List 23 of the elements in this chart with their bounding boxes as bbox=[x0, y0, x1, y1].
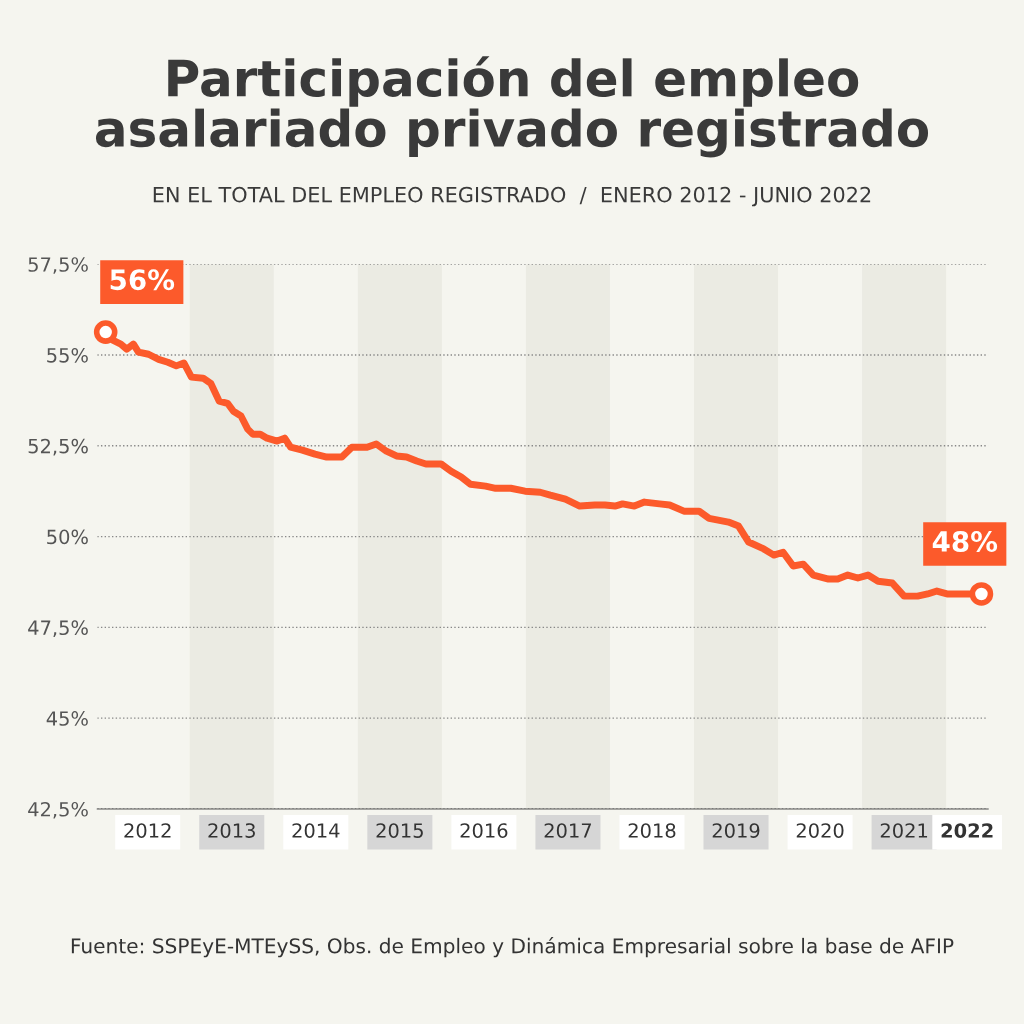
x-tick-label: 2015 bbox=[376, 823, 423, 838]
y-tick-label: 45% bbox=[46, 711, 88, 726]
chart-subtitle: EN EL TOTAL DEL EMPLEO REGISTRADO / ENERO 2012 - JUNIO 2022 bbox=[153, 186, 871, 207]
source-note: Fuente: SSPEyE-MTEySS, Obs. de Empleo y Dinámica Empresarial sobre la base de AFIP bbox=[71, 937, 954, 958]
y-tick-label: 57,5% bbox=[28, 257, 88, 274]
x-tick-label: 2020 bbox=[796, 823, 844, 838]
x-tick-label: 2016 bbox=[460, 823, 508, 838]
x-tick-label: 2017 bbox=[544, 823, 592, 838]
annotation: 48% bbox=[932, 531, 998, 553]
y-tick-label: 52,5% bbox=[28, 438, 88, 456]
y-tick-label: 55% bbox=[47, 347, 88, 363]
x-tick-label: 2021 bbox=[880, 823, 928, 838]
chart-title: Participación del empleo asalariado privado registrado bbox=[95, 56, 929, 158]
x-tick-label: 2013 bbox=[208, 823, 255, 838]
x-tick-label: 2012 bbox=[124, 823, 171, 838]
x-tick-label: 2022 bbox=[941, 823, 993, 838]
x-tick-label: 2019 bbox=[712, 823, 760, 838]
y-tick-label: 42,5% bbox=[28, 801, 88, 819]
x-tick-label: 2018 bbox=[628, 823, 676, 838]
annotation: 56% bbox=[110, 269, 175, 291]
y-tick-label: 50% bbox=[47, 529, 88, 545]
y-tick-label: 47,5% bbox=[28, 620, 88, 638]
x-tick-label: 2014 bbox=[292, 823, 340, 838]
